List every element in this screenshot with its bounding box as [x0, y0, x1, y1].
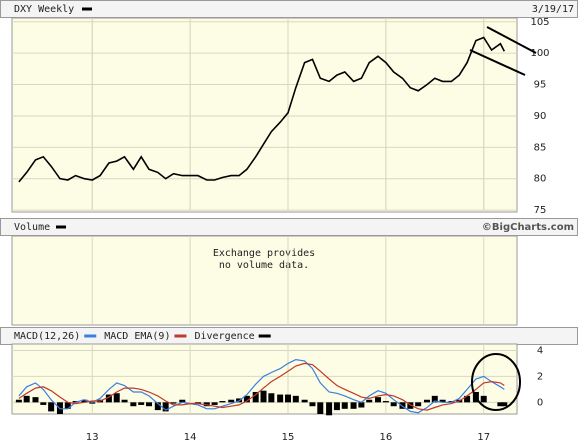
divergence-bar [464, 395, 471, 403]
chart-title: DXY Weekly [14, 4, 74, 15]
date-label: 3/19/17 [532, 4, 574, 15]
divergence-bar [243, 395, 250, 403]
divergence-bar [138, 402, 145, 405]
divergence-bar [32, 397, 39, 403]
note-line: no volume data. [219, 260, 309, 271]
divergence-bar [375, 397, 382, 403]
y-tick-label: 0 [537, 397, 543, 408]
divergence-bar [179, 399, 186, 403]
legend-label: MACD(12,26) [14, 331, 80, 342]
divergence-bar [268, 393, 275, 403]
y-tick-label: 80 [534, 174, 547, 185]
plot-area [11, 17, 518, 213]
divergence-bar [130, 402, 137, 407]
x-tick-label: 13 [86, 432, 99, 443]
divergence-bar [203, 402, 210, 407]
divergence-bar [284, 394, 291, 403]
panel-title: Volume [14, 222, 50, 233]
divergence-bar [366, 399, 373, 403]
divergence-bar [146, 402, 153, 407]
divergence-bar [228, 399, 235, 403]
x-tick-label: 15 [282, 432, 295, 443]
divergence-bar [326, 402, 333, 416]
divergence-bar [162, 402, 169, 412]
divergence-bar [113, 393, 120, 403]
y-tick-label: 75 [534, 205, 547, 216]
divergence-bar [301, 399, 308, 403]
macd-line [18, 358, 505, 414]
divergence-bar [105, 394, 112, 403]
divergence-bar [439, 399, 446, 403]
plot-area [11, 235, 518, 326]
x-tick-label: 17 [477, 432, 490, 443]
divergence-bar [358, 402, 365, 408]
divergence-bar [390, 402, 397, 407]
divergence-bar [15, 399, 22, 403]
divergence-bar [170, 402, 177, 404]
divergence-bar [341, 402, 348, 409]
divergence-bar [277, 394, 284, 403]
divergence-bar [219, 401, 226, 403]
legend-label: MACD EMA(9) [104, 331, 170, 342]
y-tick-label: 90 [534, 111, 547, 122]
divergence-bar [480, 395, 487, 403]
divergence-bar [431, 395, 438, 403]
divergence-bar [194, 402, 201, 404]
divergence-bar [121, 399, 128, 403]
y-tick-label: 2 [537, 371, 543, 382]
divergence-bar [292, 395, 299, 403]
divergence-bar [81, 399, 88, 403]
divergence-bar [260, 390, 267, 403]
credit: ©BigCharts.com [482, 222, 574, 233]
note-line: Exchange provides [213, 248, 315, 259]
divergence-bar [415, 402, 422, 407]
divergence-bar [309, 402, 316, 407]
divergence-bar [40, 402, 47, 405]
divergence-bar [23, 395, 30, 403]
x-tick-label: 16 [379, 432, 392, 443]
legend-label: Divergence [194, 331, 254, 342]
divergence-bar [382, 401, 389, 403]
divergence-bar [211, 402, 218, 405]
price-line [18, 36, 506, 183]
divergence-bar [423, 399, 430, 403]
divergence-bar [154, 402, 161, 411]
divergence-bar [350, 402, 357, 409]
trend-line [486, 26, 537, 54]
highlight-circle [471, 353, 521, 411]
y-tick-label: 4 [537, 345, 543, 356]
divergence-bar [317, 402, 324, 414]
y-tick-label: 105 [530, 17, 549, 28]
divergence-bar [333, 402, 340, 411]
divergence-bar [501, 402, 508, 407]
divergence-bar [252, 391, 259, 403]
y-tick-label: 95 [534, 80, 547, 91]
divergence-bar [89, 402, 96, 404]
trend-line [469, 49, 526, 76]
plot-area [11, 343, 518, 415]
divergence-bar [497, 402, 504, 407]
x-tick-label: 14 [184, 432, 197, 443]
macd-line [18, 362, 505, 411]
divergence-bar [48, 402, 55, 412]
divergence-bar [64, 402, 71, 409]
y-tick-label: 85 [534, 142, 547, 153]
y-tick-label: 100 [530, 48, 549, 59]
